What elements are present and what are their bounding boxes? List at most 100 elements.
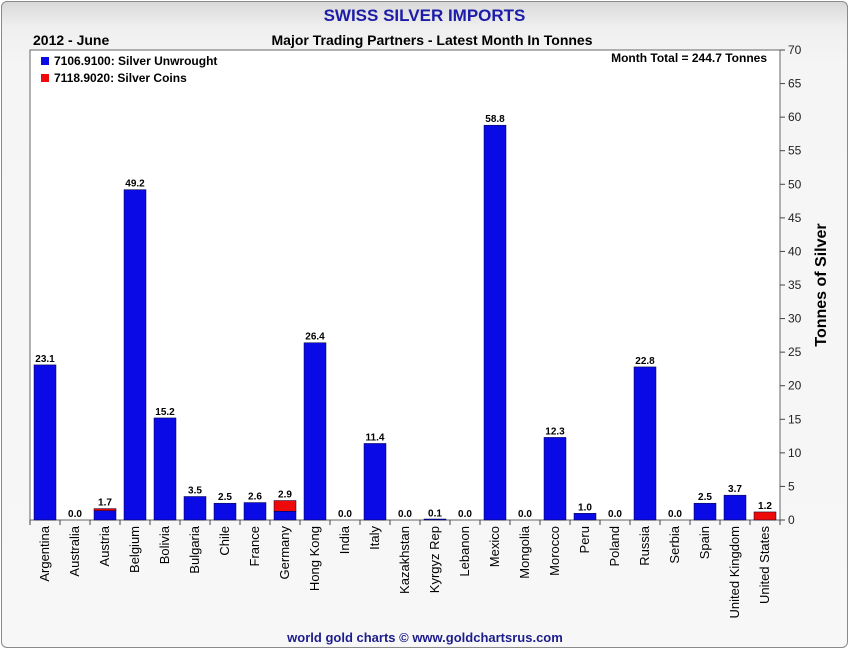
data-label: 1.2: [758, 501, 772, 512]
x-tick-label: Argentina: [37, 525, 52, 581]
data-label: 49.2: [125, 179, 145, 190]
x-tick-label: Poland: [607, 526, 622, 566]
data-label: 58.8: [485, 114, 505, 125]
data-label: 2.5: [698, 492, 712, 503]
y-tick-label: 55: [788, 144, 802, 158]
data-label: 1.0: [578, 502, 592, 513]
x-tick-label: United States: [757, 526, 772, 605]
y-tick-label: 70: [788, 43, 802, 57]
data-label: 0.0: [68, 509, 82, 520]
x-tick-label: Bulgaria: [187, 525, 202, 573]
y-tick-label: 10: [788, 446, 802, 460]
month-total: Month Total = 244.7 Tonnes: [611, 51, 767, 65]
data-label: 15.2: [155, 407, 175, 418]
x-tick-label: Bolivia: [157, 525, 172, 564]
x-tick-label: Austria: [97, 525, 112, 566]
data-label: 12.3: [545, 426, 565, 437]
period-label: 2012 - June: [33, 32, 109, 48]
y-axis: 0 5 10 15 20 25 30 35 40 45 50 55 60 65 70: [780, 43, 802, 527]
legend-swatch-unwrought: [41, 57, 49, 65]
data-label: 0.0: [458, 509, 472, 520]
x-tick-label: Belgium: [127, 526, 142, 573]
x-tick-label: Lebanon: [457, 526, 472, 577]
x-tick-label: Chile: [217, 526, 232, 556]
y-tick-label: 35: [788, 278, 802, 292]
bar-unwrought: [183, 496, 207, 521]
bar-unwrought: [723, 494, 747, 521]
x-tick-label: France: [247, 526, 262, 566]
data-label: 0.0: [338, 509, 352, 520]
x-tick-label: Italy: [367, 526, 382, 550]
legend-swatch-coins: [41, 74, 49, 82]
x-tick-label: Peru: [577, 526, 592, 553]
y-tick-label: 40: [788, 244, 802, 258]
footer-credit: world gold charts © www.goldchartsrus.co…: [287, 630, 563, 645]
bar-unwrought: [633, 366, 657, 521]
y-tick-label: 45: [788, 211, 802, 225]
data-label: 0.0: [608, 509, 622, 520]
bar-unwrought: [243, 502, 267, 521]
legend-label-coins: 7118.9020: Silver Coins: [54, 71, 187, 85]
bar-unwrought: [423, 518, 447, 521]
data-label: 2.6: [248, 492, 262, 503]
x-tick-label: Australia: [67, 525, 82, 576]
legend-label-unwrought: 7106.9100: Silver Unwrought: [54, 54, 217, 68]
data-label: 2.5: [218, 492, 232, 503]
data-label: 0.1: [428, 508, 442, 519]
x-tick-label: Kyrgyz Rep: [427, 526, 442, 593]
data-label: 23.1: [35, 354, 55, 365]
data-label: 0.0: [668, 509, 682, 520]
bars: 23.1 0.0 1.7 49.2 15.2 3.5 2.5 2.6 2.9 26.4 0.0 11.…: [33, 114, 777, 521]
y-tick-label: 20: [788, 379, 802, 393]
y-tick-label: 65: [788, 77, 802, 91]
x-tick-label: Kazakhstan: [397, 526, 412, 594]
y-axis-label: Tonnes of Silver: [813, 223, 830, 346]
bar-unwrought: [483, 124, 507, 521]
bar-unwrought: [33, 364, 57, 521]
x-tick-label: Mongolia: [517, 525, 532, 579]
bar-unwrought: [93, 510, 117, 521]
chart-subtitle: Major Trading Partners - Latest Month In…: [272, 32, 593, 48]
bar-unwrought: [363, 443, 387, 521]
data-label: 3.5: [188, 486, 202, 497]
x-tick-label: Mexico: [487, 526, 502, 567]
data-label: 26.4: [305, 332, 325, 343]
y-tick-label: 25: [788, 345, 802, 359]
data-label: 2.9: [278, 490, 292, 501]
bar-coins: [753, 511, 777, 521]
data-label: 3.7: [728, 484, 742, 495]
x-axis: Argentina Australia Austria Belgium Bolivia B…: [29, 520, 781, 619]
data-label: 0.0: [518, 509, 532, 520]
x-tick-label: Germany: [277, 526, 292, 580]
bar-unwrought: [213, 502, 237, 521]
bar-unwrought: [123, 189, 147, 521]
bar-unwrought: [543, 437, 567, 521]
data-label: 1.7: [98, 498, 112, 509]
bar-unwrought: [153, 417, 177, 521]
y-tick-label: 60: [788, 110, 802, 124]
y-tick-label: 15: [788, 412, 802, 426]
data-label: 22.8: [635, 356, 655, 367]
bar-coins: [273, 500, 297, 512]
x-tick-label: Morocco: [547, 526, 562, 576]
bar-unwrought: [693, 502, 717, 521]
x-tick-label: Spain: [697, 526, 712, 559]
x-tick-label: Russia: [637, 525, 652, 566]
y-tick-label: 0: [788, 513, 795, 527]
data-label: 11.4: [366, 432, 385, 443]
chart-title: SWISS SILVER IMPORTS: [323, 6, 526, 25]
x-tick-label: India: [337, 525, 352, 554]
y-tick-label: 5: [788, 479, 795, 493]
data-label: 0.0: [398, 509, 412, 520]
bar-unwrought: [273, 511, 297, 521]
y-tick-label: 50: [788, 177, 802, 191]
legend: 7106.9100: Silver Unwrought 7118.9020: S…: [41, 54, 217, 85]
x-tick-label: Serbia: [667, 525, 682, 563]
bar-unwrought: [573, 513, 597, 521]
x-tick-label: Hong Kong: [307, 526, 322, 591]
bar-unwrought: [303, 342, 327, 521]
y-tick-label: 30: [788, 312, 802, 326]
x-tick-label: United Kingdom: [727, 526, 742, 619]
bar-coins: [93, 508, 117, 511]
